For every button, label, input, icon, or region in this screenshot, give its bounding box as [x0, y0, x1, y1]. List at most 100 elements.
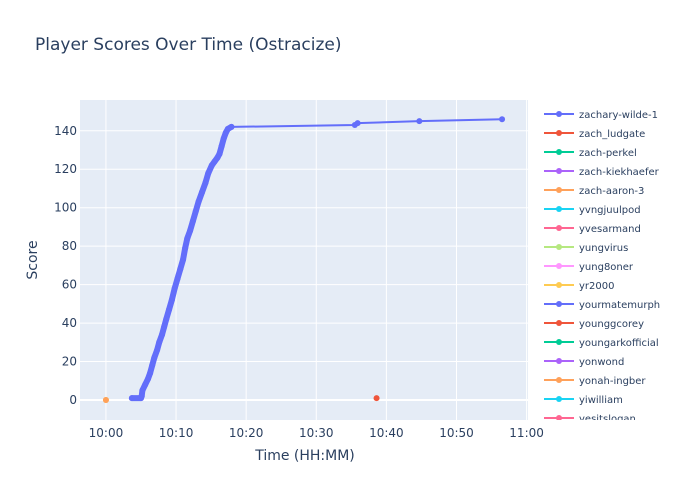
legend-item[interactable]: zach_ludgate: [544, 129, 645, 140]
legend-item[interactable]: zach-kiekhaefer: [544, 167, 660, 178]
legend-label: yonah-ingber: [579, 376, 646, 387]
data-point[interactable]: [416, 118, 423, 125]
legend-item[interactable]: yourmatemurph: [544, 300, 660, 311]
legend-marker-icon: [556, 396, 562, 402]
data-point[interactable]: [154, 347, 161, 353]
x-tick-label: 11:00: [509, 426, 544, 440]
x-tick-label: 10:40: [369, 426, 404, 440]
series-zachary-wilde-1: [128, 116, 506, 402]
data-point[interactable]: [159, 331, 166, 338]
legend-label: zach-aaron-3: [579, 186, 644, 197]
legend-item[interactable]: zach-perkel: [544, 148, 637, 159]
legend-item[interactable]: yiwilliam: [544, 395, 623, 406]
data-point[interactable]: [195, 198, 202, 205]
legend-marker-icon: [556, 244, 562, 250]
y-tick-label: 100: [54, 201, 77, 215]
data-point[interactable]: [161, 323, 168, 330]
legend-item[interactable]: yungvirus: [544, 243, 628, 254]
y-tick-label: 80: [62, 239, 77, 253]
legend-label: yungvirus: [579, 243, 628, 254]
data-point[interactable]: [149, 362, 156, 369]
data-point[interactable]: [182, 245, 189, 252]
y-tick-label: 20: [62, 355, 77, 369]
data-point[interactable]: [138, 393, 145, 400]
data-point[interactable]: [168, 297, 175, 303]
legend-marker-icon: [556, 187, 562, 193]
data-point[interactable]: [151, 354, 158, 361]
legend-item[interactable]: younggcorey: [544, 319, 644, 330]
data-point[interactable]: [218, 143, 225, 150]
data-point[interactable]: [216, 150, 223, 157]
legend-label: yvngjuulpod: [579, 205, 641, 216]
x-tick-label: 10:00: [89, 426, 124, 440]
legend-item[interactable]: yvesarmand: [544, 224, 641, 235]
data-point[interactable]: [205, 170, 212, 177]
legend-marker-icon: [556, 149, 562, 155]
legend-label: zach_ludgate: [579, 129, 645, 140]
data-point[interactable]: [147, 370, 154, 377]
legend-marker-icon: [556, 282, 562, 288]
legend-label: yr2000: [579, 281, 614, 292]
data-point[interactable]: [373, 395, 380, 402]
x-tick-label: 10:20: [229, 426, 264, 440]
legend-item[interactable]: youngarkofficial: [544, 338, 659, 349]
data-point[interactable]: [139, 387, 146, 394]
data-point[interactable]: [220, 135, 227, 142]
legend-item[interactable]: yesitslogan: [544, 414, 636, 425]
plot-area[interactable]: [80, 100, 528, 420]
data-point[interactable]: [228, 123, 235, 130]
data-marks: [102, 116, 506, 403]
legend-label: yung8oner: [579, 262, 634, 273]
data-point[interactable]: [174, 275, 181, 282]
legend-item[interactable]: zach-aaron-3: [544, 186, 644, 197]
data-point[interactable]: [102, 397, 109, 403]
data-point[interactable]: [128, 395, 135, 402]
legend-label: yvesarmand: [579, 224, 641, 235]
legend-label: zach-kiekhaefer: [579, 167, 660, 178]
legend-marker-icon: [556, 225, 562, 231]
x-axis-title: Time (HH:MM): [254, 448, 355, 464]
y-tick-label: 140: [54, 124, 77, 138]
legend-marker-icon: [556, 415, 562, 420]
data-point[interactable]: [180, 256, 187, 263]
data-point[interactable]: [142, 381, 149, 388]
legend-label: zachary-wilde-1: [579, 110, 658, 121]
data-point[interactable]: [189, 218, 196, 225]
data-point[interactable]: [156, 339, 163, 346]
y-tick-label: 120: [54, 162, 77, 176]
legend-item[interactable]: yr2000: [544, 281, 614, 292]
data-point[interactable]: [171, 285, 178, 292]
legend-marker-icon: [556, 263, 562, 269]
legend-label: yiwilliam: [579, 395, 623, 406]
legend-item[interactable]: yung8oner: [544, 262, 634, 273]
legend-marker-icon: [556, 320, 562, 326]
data-point[interactable]: [184, 235, 191, 242]
legend-label: youngarkofficial: [579, 338, 659, 349]
legend-marker-icon: [556, 168, 562, 174]
grid: [80, 100, 528, 420]
legend-label: zach-perkel: [579, 148, 637, 159]
legend-marker-icon: [556, 339, 562, 345]
x-tick-label: 10:50: [439, 426, 474, 440]
chart-title: Player Scores Over Time (Ostracize): [35, 35, 342, 55]
legend-item[interactable]: yonwond: [544, 357, 624, 368]
data-point[interactable]: [499, 116, 506, 123]
data-point[interactable]: [163, 316, 170, 323]
data-point[interactable]: [177, 266, 184, 273]
tick-labels: 10:00 10:10 10:20 10:30 10:40 10:50 11:00 0 20 40…: [54, 124, 544, 440]
legend-item[interactable]: yvngjuulpod: [544, 205, 641, 216]
legend-marker-icon: [556, 130, 562, 136]
legend-item[interactable]: yonah-ingber: [544, 376, 646, 387]
data-point[interactable]: [198, 189, 205, 196]
data-point[interactable]: [354, 120, 361, 127]
data-point[interactable]: [187, 227, 194, 234]
legend-item[interactable]: zachary-wilde-1: [544, 110, 658, 121]
legend-label: yonwond: [579, 357, 624, 368]
data-point[interactable]: [166, 306, 173, 313]
data-point[interactable]: [145, 375, 152, 382]
data-point[interactable]: [202, 179, 209, 186]
data-point[interactable]: [192, 208, 199, 215]
series-zach_ludgate: [373, 395, 380, 402]
